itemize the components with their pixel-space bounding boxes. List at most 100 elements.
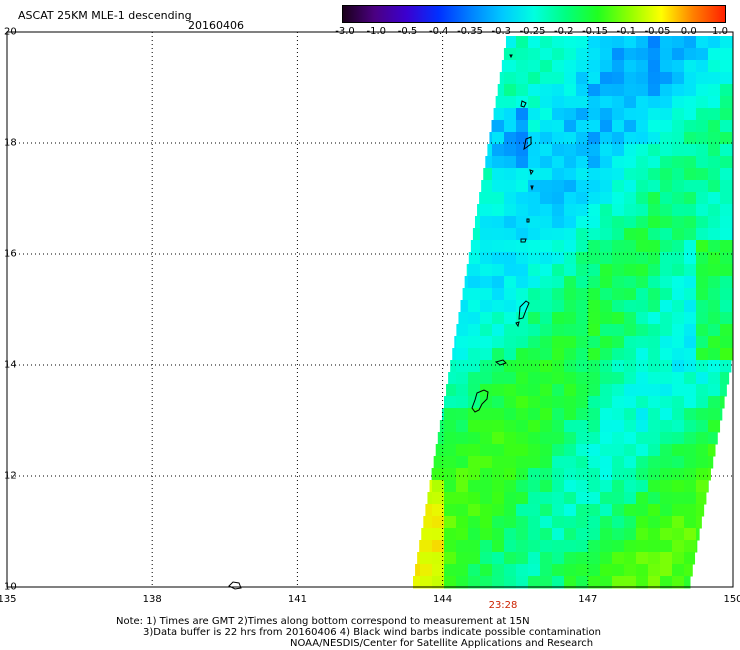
swath-cell: [492, 444, 505, 457]
swath-cell: [636, 132, 649, 145]
swath-cell: [660, 84, 673, 97]
swath-cell: [552, 468, 565, 481]
swath-cell: [696, 456, 709, 469]
swath-cell: [492, 348, 505, 361]
swath-cell: [552, 216, 565, 229]
swath-cell: [672, 444, 685, 457]
swath-cell: [446, 384, 457, 397]
swath-cell: [576, 108, 589, 121]
swath-cell: [600, 564, 613, 577]
swath-cell: [720, 156, 733, 169]
swath-cell: [468, 300, 481, 313]
swath-cell: [504, 552, 517, 565]
swath-cell: [600, 384, 613, 397]
swath-cell: [672, 156, 685, 169]
swath-cell: [504, 60, 517, 73]
swath-cell: [660, 480, 673, 493]
product-title: ASCAT 25KM MLE-1 descending: [18, 9, 192, 22]
swath-cell: [576, 144, 589, 157]
swath-cell: [684, 60, 697, 73]
swath-cell: [708, 432, 718, 445]
swath-cell: [504, 180, 517, 193]
swath-cell: [588, 228, 601, 241]
swath-cell: [504, 216, 517, 229]
swath-cell: [516, 432, 529, 445]
latitude-label: 14: [4, 359, 17, 371]
swath-cell: [624, 156, 637, 169]
swath-cell: [588, 444, 601, 457]
swath-cell: [468, 504, 481, 517]
swath-cell: [672, 144, 685, 157]
swath-cell: [588, 72, 601, 85]
swath-cell: [696, 396, 709, 409]
swath-cell: [672, 576, 685, 589]
swath-cell: [600, 120, 613, 133]
swath-cell: [672, 492, 685, 505]
swath-cell: [432, 492, 445, 505]
swath-cell: [528, 36, 541, 49]
swath-cell: [708, 120, 721, 133]
swath-cell: [423, 516, 433, 529]
swath-cell: [696, 360, 709, 373]
swath-cell: [540, 336, 553, 349]
swath-cell: [648, 180, 661, 193]
swath-cell: [600, 504, 613, 517]
swath-cell: [487, 144, 493, 157]
swath-cell: [432, 528, 445, 541]
swath-cell: [528, 60, 541, 73]
swath-cell: [636, 528, 649, 541]
swath-cell: [552, 204, 565, 217]
swath-cell: [468, 360, 481, 373]
swath-cell: [636, 192, 649, 205]
swath-cell: [504, 108, 517, 121]
swath-cell: [648, 252, 661, 265]
swath-cell: [720, 252, 733, 265]
swath-cell: [672, 372, 685, 385]
swath-cell: [684, 312, 697, 325]
swath-cell: [564, 108, 577, 121]
swath-cell: [684, 528, 697, 541]
swath-cell: [624, 120, 637, 133]
swath-cell: [444, 396, 457, 409]
swath-cell: [468, 528, 481, 541]
swath-cell: [660, 372, 673, 385]
swath-cell: [600, 444, 613, 457]
lat-lon-grid: [7, 32, 733, 587]
swath-cell: [696, 312, 709, 325]
swath-cell: [552, 420, 565, 433]
swath-cell: [576, 192, 589, 205]
swath-cell: [462, 288, 469, 301]
swath-cell: [528, 480, 541, 493]
swath-cell: [684, 216, 697, 229]
swath-cell: [444, 552, 457, 565]
swath-cell: [468, 372, 481, 385]
swath-cell: [564, 468, 577, 481]
swath-cell: [600, 516, 613, 529]
swath-cell: [636, 336, 649, 349]
swath-cell: [576, 300, 589, 313]
swath-cell: [552, 36, 565, 49]
swath-cell: [504, 168, 517, 181]
swath-cell: [576, 576, 589, 589]
swath-cell: [480, 204, 493, 217]
swath-cell: [648, 216, 661, 229]
swath-cell: [492, 120, 505, 133]
swath-cell: [612, 180, 625, 193]
swath-cell: [552, 96, 565, 109]
swath-cell: [612, 216, 625, 229]
swath-cell: [444, 564, 457, 577]
swath-cell: [612, 396, 625, 409]
swath-cell: [660, 540, 673, 553]
swath-cell: [684, 96, 697, 109]
swath-cell: [660, 444, 673, 457]
swath-cell: [420, 552, 433, 565]
swath-cell: [588, 216, 601, 229]
swath-cell: [492, 564, 505, 577]
swath-cell: [516, 192, 529, 205]
swath-cell: [624, 408, 637, 421]
swath-cell: [684, 468, 697, 481]
swath-cell: [432, 468, 445, 481]
note-line-2: 3)Data buffer is 22 hrs from 20160406 4)…: [143, 627, 601, 638]
swath-cell: [636, 84, 649, 97]
swath-cell: [576, 504, 589, 517]
